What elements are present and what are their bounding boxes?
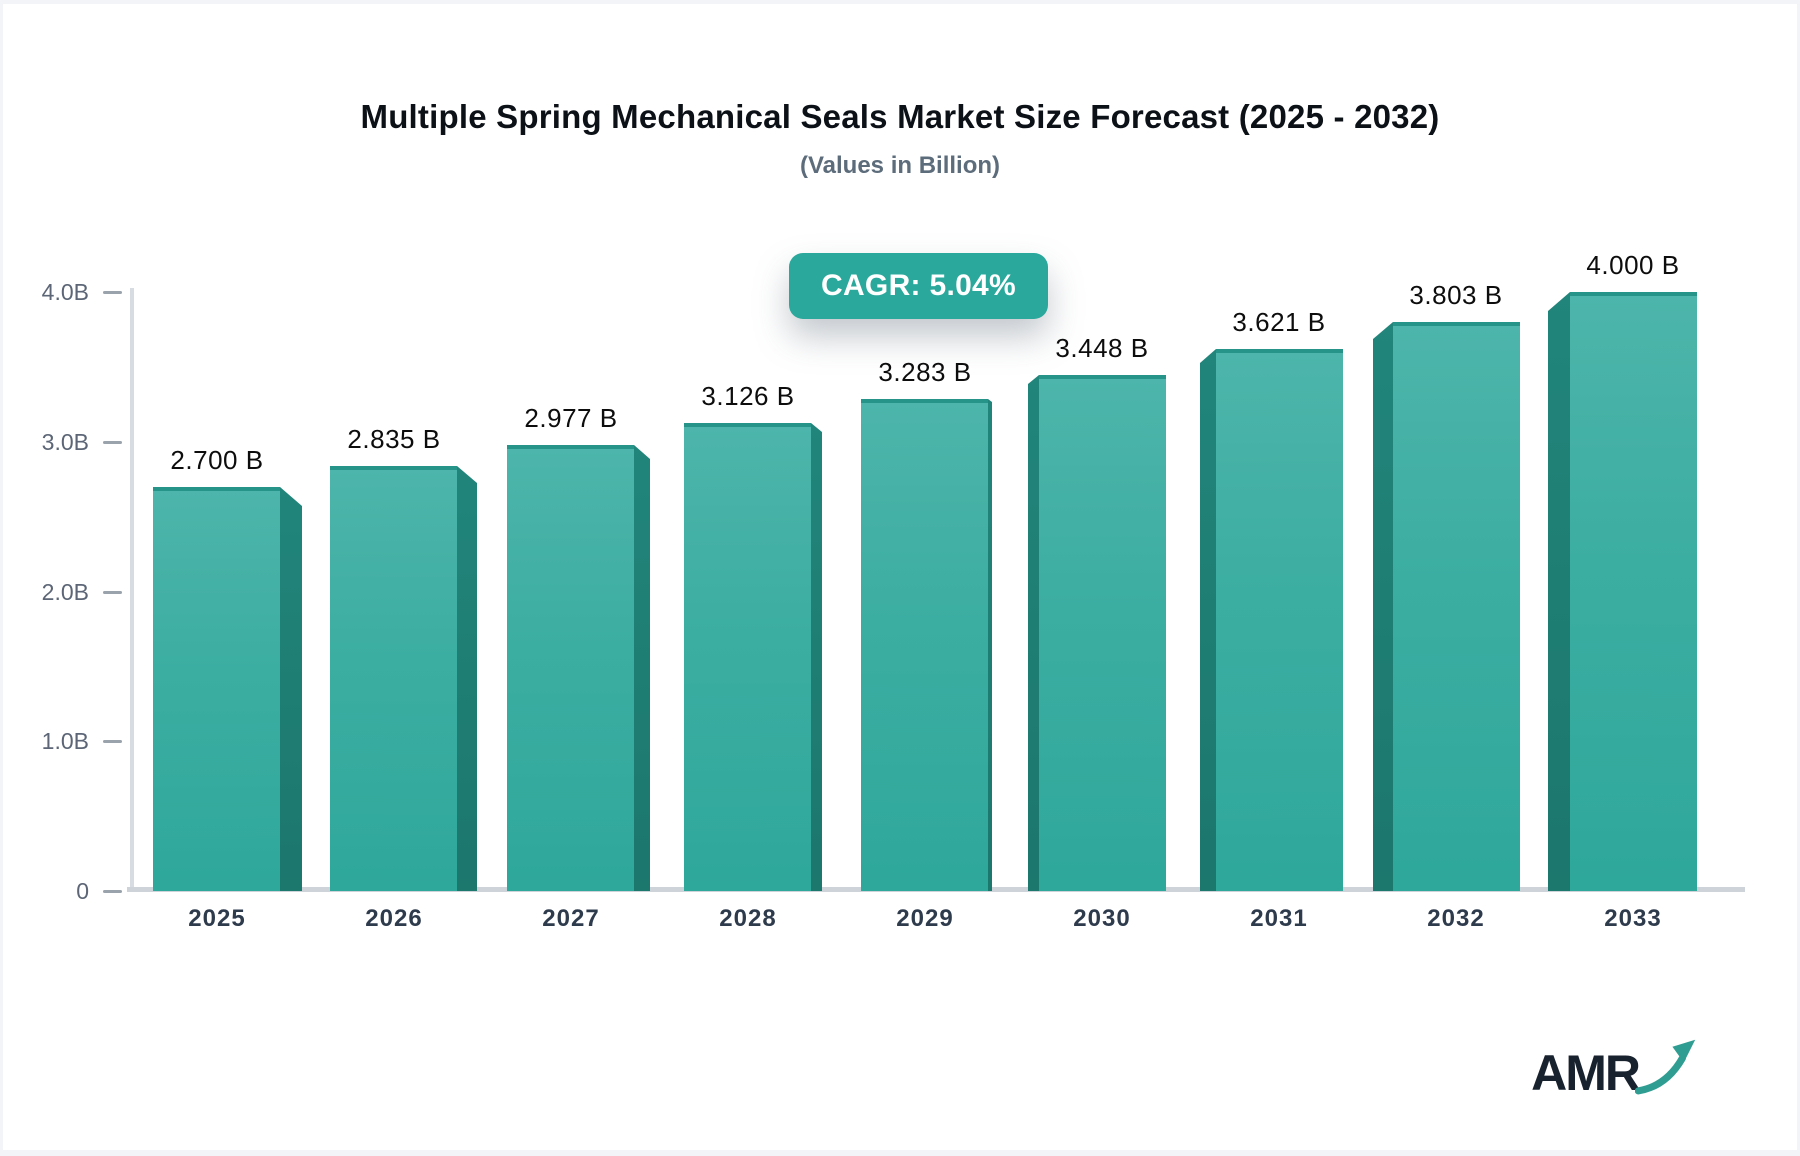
bar-2030 bbox=[1039, 375, 1166, 891]
bar-2033 bbox=[1570, 292, 1697, 891]
bar-side-face bbox=[634, 445, 650, 891]
y-tick-dash bbox=[103, 590, 122, 594]
amr-logo-text: AMR bbox=[1531, 1045, 1641, 1101]
chart-subtitle: (Values in Billion) bbox=[799, 152, 1001, 179]
bar-value-label: 2.835 B bbox=[347, 424, 441, 454]
bar-side-face bbox=[1548, 292, 1570, 891]
x-tick-label: 2029 bbox=[896, 905, 954, 932]
bar-2028 bbox=[684, 423, 811, 891]
y-tick-label: 1.0B bbox=[41, 728, 89, 755]
bar-value-label: 3.283 B bbox=[878, 357, 972, 387]
x-tick-label: 2033 bbox=[1604, 905, 1662, 932]
y-tick-label: 0 bbox=[76, 878, 89, 904]
y-tick-label: 3.0B bbox=[41, 428, 89, 455]
y-tick-dash bbox=[103, 291, 122, 294]
bar-2031 bbox=[1216, 349, 1343, 891]
bar-2026 bbox=[330, 466, 457, 891]
bar-value-label: 3.126 B bbox=[701, 381, 795, 411]
y-tick-dash bbox=[103, 740, 122, 744]
bar-value-label: 3.621 B bbox=[1232, 307, 1326, 337]
bar-side-face bbox=[457, 466, 477, 891]
x-tick-label: 2027 bbox=[542, 905, 600, 932]
bar-value-label: 3.803 B bbox=[1409, 280, 1503, 310]
chart-title: Multiple Spring Mechanical Seals Market … bbox=[360, 98, 1440, 135]
bar-side-face bbox=[1200, 349, 1216, 891]
bar-side-face bbox=[1028, 375, 1039, 891]
bar-value-label: 2.977 B bbox=[524, 403, 618, 433]
x-tick-label: 2030 bbox=[1073, 905, 1131, 932]
bar-side-face bbox=[280, 487, 302, 891]
x-tick-label: 2028 bbox=[719, 905, 777, 932]
x-tick-label: 2032 bbox=[1427, 905, 1485, 932]
bar-side-face bbox=[1373, 322, 1393, 891]
bar-2027 bbox=[507, 445, 634, 891]
y-tick-label: 2.0B bbox=[41, 578, 89, 605]
bar-value-label: 3.448 B bbox=[1055, 333, 1149, 363]
y-tick-label: 4.0B bbox=[41, 279, 89, 305]
bar-value-label: 4.000 B bbox=[1586, 250, 1680, 280]
bar-2025 bbox=[153, 487, 280, 891]
x-tick-label: 2025 bbox=[188, 905, 246, 932]
y-axis-line bbox=[130, 288, 134, 891]
y-tick-dash bbox=[103, 890, 122, 893]
amr-logo-arrow-icon bbox=[1635, 1039, 1696, 1095]
cagr-badge: CAGR: 5.04% bbox=[789, 253, 1049, 319]
bar-2029 bbox=[861, 399, 988, 891]
x-tick-label: 2026 bbox=[365, 905, 423, 932]
chart-card: Multiple Spring Mechanical Seals Market … bbox=[3, 4, 1797, 1150]
bar-value-label: 2.700 B bbox=[170, 445, 264, 475]
bar-side-face bbox=[988, 399, 992, 891]
amr-logo: AMR bbox=[1531, 1034, 1707, 1101]
bar-2032 bbox=[1393, 322, 1520, 891]
x-tick-label: 2031 bbox=[1250, 905, 1308, 932]
y-tick-dash bbox=[103, 440, 122, 444]
bar-side-face bbox=[811, 423, 822, 891]
